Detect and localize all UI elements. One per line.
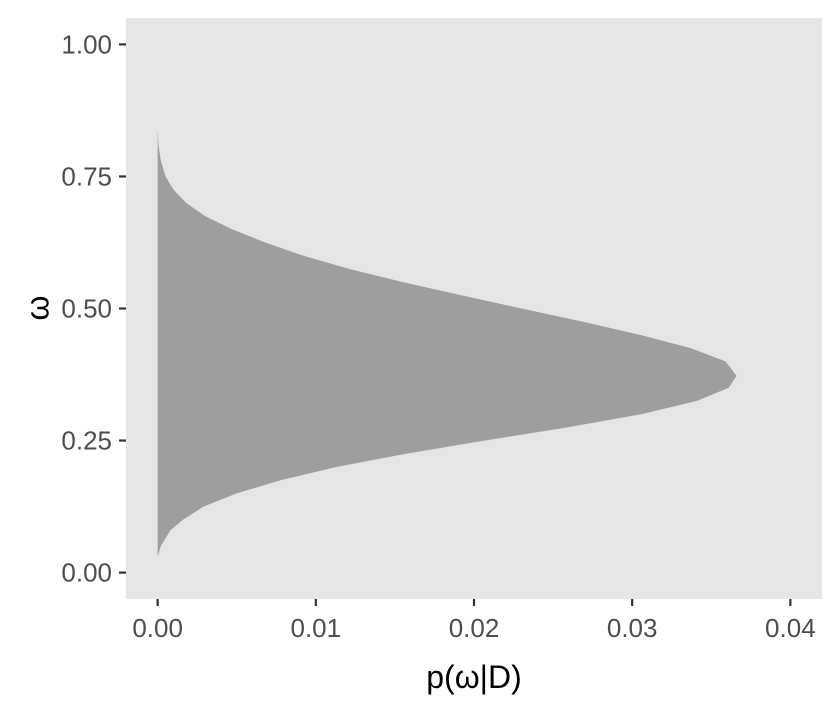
x-tick-label: 0.03 [607, 613, 658, 643]
y-tick-label: 0.50 [61, 294, 112, 324]
y-axis-title: ω [19, 296, 55, 321]
x-tick-label: 0.04 [765, 613, 816, 643]
y-tick-label: 0.75 [61, 161, 112, 191]
x-axis-title: p(ω|D) [426, 659, 522, 695]
y-tick-label: 0.00 [61, 558, 112, 588]
x-axis: 0.00 0.01 0.02 0.03 0.04 [132, 599, 816, 643]
x-tick-label: 0.02 [449, 613, 500, 643]
y-tick-label: 1.00 [61, 29, 112, 59]
y-axis: 0.00 0.25 0.50 0.75 1.00 [61, 29, 126, 588]
x-tick-label: 0.01 [291, 613, 342, 643]
density-area [157, 128, 737, 557]
y-tick-label: 0.25 [61, 426, 112, 456]
x-tick-label: 0.00 [132, 613, 183, 643]
